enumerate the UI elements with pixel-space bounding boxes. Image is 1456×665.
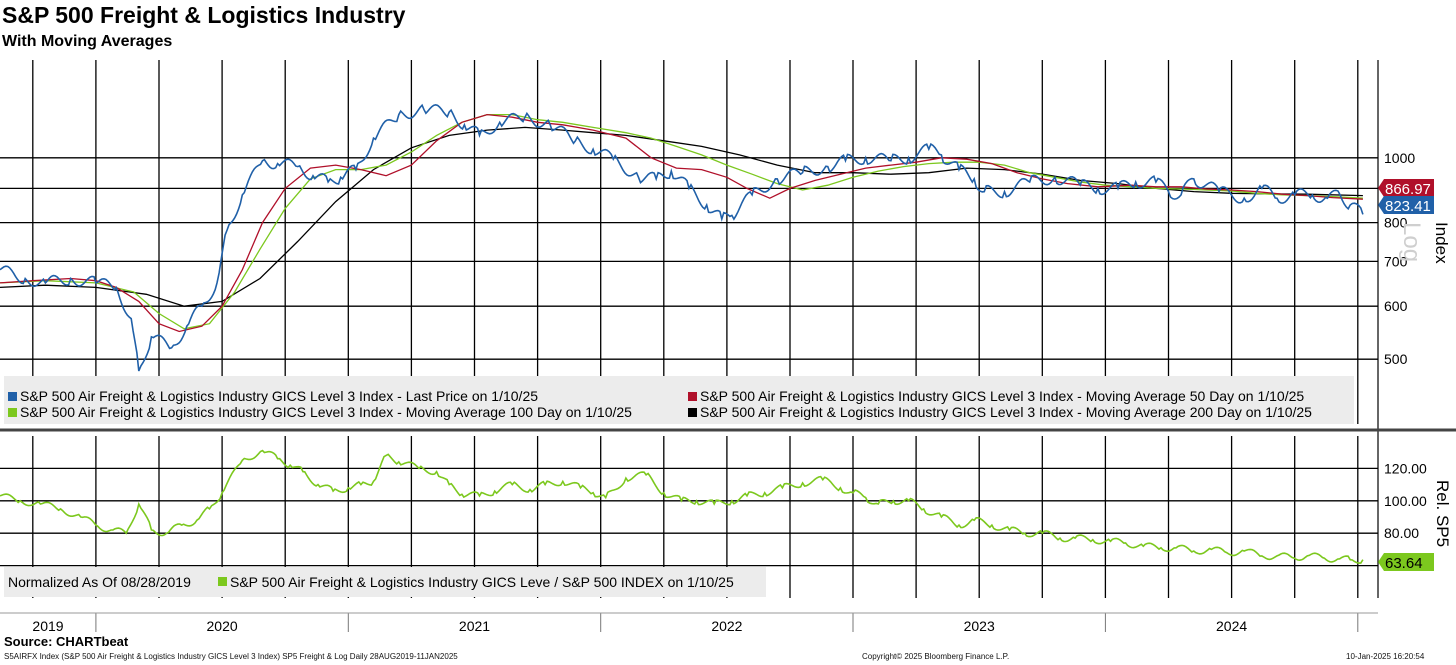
x-label-2020: 2020 <box>207 618 238 634</box>
tag-ma50-bg <box>1378 179 1434 197</box>
legend-swatch-price <box>8 392 17 401</box>
series-line-relative <box>0 449 1364 564</box>
x-label-2023: 2023 <box>964 618 995 634</box>
chart-grid <box>0 60 1378 632</box>
source-label: Source: CHARTbeat <box>4 634 129 649</box>
legend-label-price: S&P 500 Air Freight & Logistics Industry… <box>20 388 538 404</box>
rel-ytick-0: 120.00 <box>1384 460 1427 476</box>
copyright: Copyright© 2025 Bloomberg Finance L.P. <box>862 652 1010 661</box>
tag-price-text: 823.41 <box>1385 198 1431 215</box>
x-label-2024: 2024 <box>1216 618 1247 634</box>
log-scale-label: Log <box>1398 222 1425 262</box>
price-ytick-1: 600 <box>1384 298 1408 314</box>
tag-relative-bg <box>1378 553 1434 571</box>
series-line-price <box>0 103 1364 372</box>
legend-swatch-relative <box>218 577 227 586</box>
legend-label-ma200: S&P 500 Air Freight & Logistics Industry… <box>700 404 1312 420</box>
tag-price-bg <box>1378 196 1434 214</box>
timestamp: 10-Jan-2025 16:20:54 <box>1346 652 1425 661</box>
x-label-2022: 2022 <box>711 618 742 634</box>
series-line-ma100 <box>0 113 1363 330</box>
legend-normalized-label: Normalized As Of 08/28/2019 <box>8 574 191 590</box>
y-axis-label-price: Index <box>1432 222 1451 264</box>
tag-relative-text: 63.64 <box>1385 555 1423 572</box>
ticker-info: S5AIRFX Index (S&P 500 Air Freight & Log… <box>4 652 458 661</box>
legend-swatch-ma100 <box>8 408 17 417</box>
tag-ma50-text: 866.97 <box>1385 181 1431 198</box>
x-label-2019: 2019 <box>32 618 63 634</box>
legend-swatch-ma200 <box>688 408 697 417</box>
rel-ytick-2: 80.00 <box>1384 525 1419 541</box>
legend-swatch-ma50 <box>688 392 697 401</box>
legend-box-relative-panel <box>4 567 766 597</box>
chart-subtitle: With Moving Averages <box>2 33 173 50</box>
series-line-ma200 <box>0 126 1363 307</box>
chart-axes: 5006007008009001000120.00100.0080.0060.0… <box>0 60 1456 634</box>
rel-ytick-1: 100.00 <box>1384 493 1427 509</box>
chart-legend: S&P 500 Air Freight & Logistics Industry… <box>8 388 1312 590</box>
y-axis-label-relative: Rel. SP5 <box>1433 480 1452 547</box>
price-ytick-3: 800 <box>1384 215 1408 231</box>
price-ytick-5: 1000 <box>1384 150 1415 166</box>
price-ytick-0: 500 <box>1384 351 1408 367</box>
price-ytick-2: 700 <box>1384 253 1408 269</box>
x-label-2021: 2021 <box>459 618 490 634</box>
legend-label-relative: S&P 500 Air Freight & Logistics Industry… <box>230 574 734 590</box>
legend-label-ma50: S&P 500 Air Freight & Logistics Industry… <box>700 388 1304 404</box>
legend-label-ma100: S&P 500 Air Freight & Logistics Industry… <box>20 404 632 420</box>
chart-lines <box>0 103 1364 564</box>
chart-title: S&P 500 Freight & Logistics Industry <box>2 2 406 28</box>
legend-box-price-panel <box>4 376 1354 424</box>
